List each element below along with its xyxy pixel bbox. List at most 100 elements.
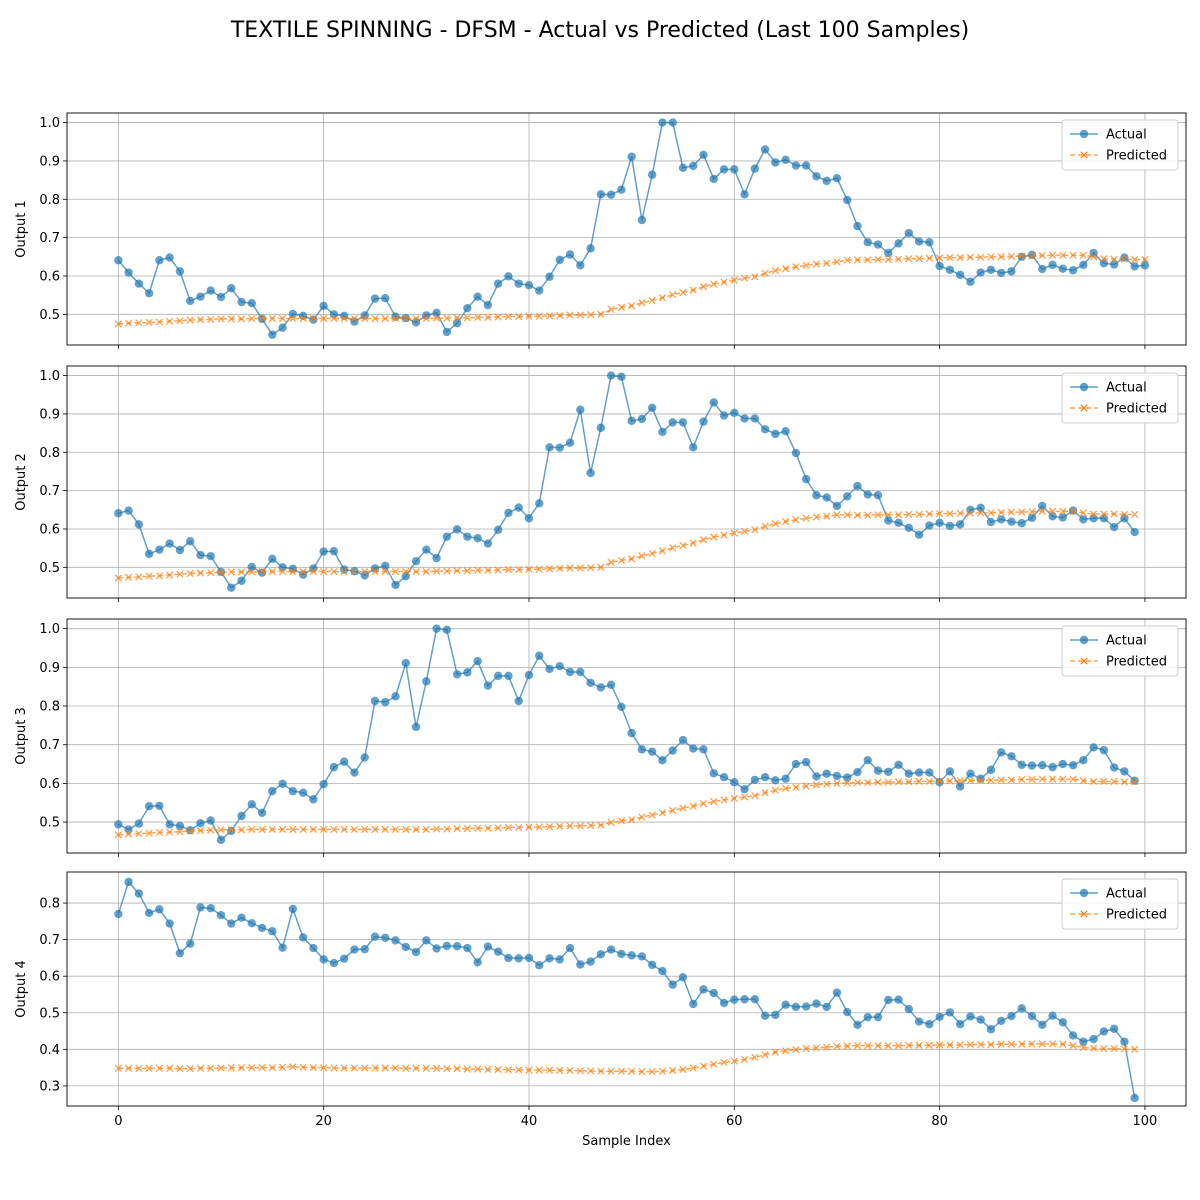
actual-point [555, 255, 564, 265]
actual-point [1109, 763, 1119, 772]
actual-point [997, 748, 1006, 757]
actual-point [812, 999, 821, 1008]
actual-point [853, 221, 862, 231]
actual-point [237, 297, 246, 307]
predicted-point [166, 317, 174, 325]
y-tick-label: 0.7 [39, 933, 60, 948]
predicted-point [1069, 775, 1077, 783]
y-axis-label: Output 4 [14, 960, 29, 1018]
actual-point [124, 877, 133, 887]
predicted-point [689, 802, 697, 810]
predicted-point [135, 830, 143, 838]
predicted-point [761, 1051, 769, 1059]
predicted-point [319, 1063, 328, 1072]
actual-point [668, 746, 677, 755]
predicted-point [207, 1064, 215, 1072]
y-tick-label: 0.6 [39, 522, 60, 537]
predicted-point [617, 303, 626, 312]
actual-point [904, 1004, 914, 1014]
actual-point [647, 747, 657, 756]
predicted-point [432, 314, 441, 322]
predicted-point [504, 823, 513, 832]
predicted-point [299, 1063, 307, 1071]
predicted-point [1131, 510, 1139, 519]
predicted-point [556, 311, 564, 320]
actual-point [740, 414, 749, 423]
series-predicted [114, 775, 1139, 839]
predicted-point [905, 778, 913, 786]
predicted-point [648, 1067, 656, 1076]
actual-point [617, 372, 626, 381]
actual-point [247, 800, 256, 809]
predicted-point [946, 1041, 954, 1049]
actual-point [914, 768, 924, 777]
predicted-point [545, 312, 554, 320]
actual-point [843, 1007, 852, 1017]
predicted-point [422, 1064, 430, 1072]
actual-point [555, 955, 564, 964]
predicted-point [504, 1066, 513, 1074]
actual-point [1027, 1011, 1037, 1021]
predicted-point [720, 1058, 728, 1067]
actual-point [432, 944, 441, 953]
predicted-point [1038, 1040, 1046, 1048]
legend-box [1061, 119, 1179, 171]
actual-point [997, 268, 1006, 278]
predicted-point [309, 1063, 318, 1072]
actual-point [339, 954, 349, 963]
actual-point [812, 491, 821, 500]
predicted-point [966, 777, 975, 785]
series-actual [114, 624, 1139, 845]
actual-point [843, 773, 852, 782]
predicted-point [576, 564, 584, 572]
actual-point [1048, 1011, 1057, 1020]
predicted-point [299, 567, 307, 576]
predicted-point [1028, 508, 1036, 516]
predicted-point [463, 314, 472, 322]
x-tick-label: 40 [521, 1114, 538, 1129]
actual-point [545, 664, 554, 674]
predicted-point [710, 1060, 718, 1068]
predicted-point [699, 799, 708, 808]
predicted-point [997, 253, 1005, 261]
predicted-point [905, 1041, 913, 1049]
predicted-point [1007, 1040, 1016, 1048]
predicted-point [1038, 251, 1046, 260]
actual-point [175, 267, 185, 276]
predicted-point [576, 1067, 584, 1075]
predicted-point [1048, 507, 1057, 515]
predicted-point [987, 509, 995, 517]
predicted-point [186, 1065, 194, 1073]
actual-point [689, 443, 698, 452]
legend: Actual Predicted [1061, 372, 1179, 424]
predicted-point [740, 793, 749, 801]
predicted-point [935, 777, 944, 785]
plot-frame [66, 112, 1187, 346]
predicted-point [669, 1066, 677, 1075]
predicted-point [1018, 1040, 1026, 1048]
actual-point [976, 1015, 985, 1024]
predicted-point [350, 1064, 359, 1072]
predicted-point [751, 273, 759, 281]
actual-point [678, 973, 688, 982]
legend-label-predicted: Predicted [1106, 655, 1167, 670]
actual-point [432, 308, 441, 317]
predicted-point [412, 825, 420, 834]
actual-point [545, 272, 554, 281]
legend-box [1061, 372, 1179, 424]
actual-point [196, 903, 205, 912]
actual-point [678, 163, 688, 173]
actual-point [473, 958, 482, 967]
predicted-point [340, 1064, 348, 1072]
predicted-point [689, 286, 697, 294]
actual-point [463, 532, 472, 541]
actual-point [237, 913, 246, 922]
plot-frame [66, 618, 1187, 854]
predicted-point [361, 1064, 369, 1072]
predicted-point [1007, 776, 1016, 784]
predicted-point [124, 573, 133, 581]
actual-point [904, 228, 914, 238]
predicted-point [114, 831, 122, 839]
predicted-point [802, 782, 810, 790]
actual-point [1017, 519, 1026, 528]
